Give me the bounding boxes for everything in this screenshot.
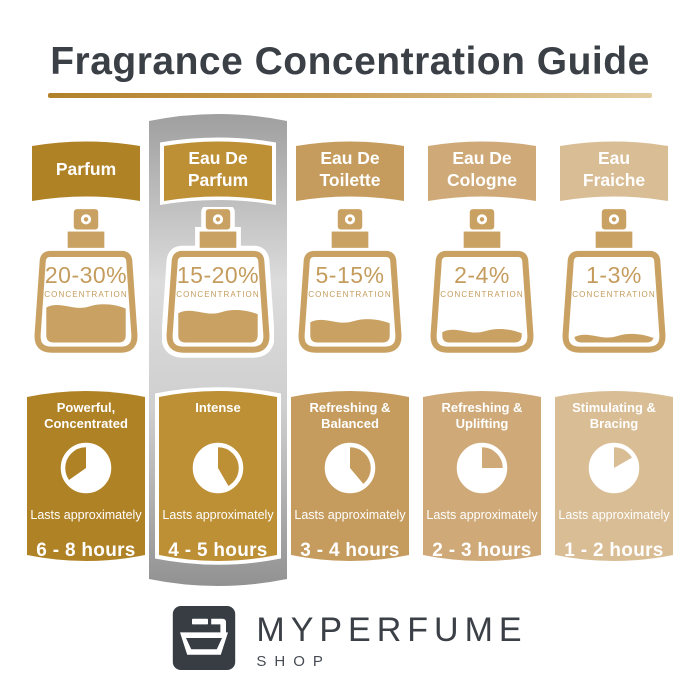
card-duration: 6 - 8 hours [36,540,136,561]
column-eau-de-cologne: Eau De Cologne 2-4% CONCENTRATION Refres… [419,111,545,589]
card-character: Powerful, Concentrated [44,400,128,431]
card-character: Refreshing & Uplifting [441,400,523,431]
column-eau-de-toilette: Eau De Toilette 5-15% CONCENTRATION Refr… [287,111,413,589]
column-label: Eau De Cologne [447,148,517,190]
column-label-banner: Eau De Toilette [296,139,404,201]
perfume-bottle-icon: 2-4% CONCENTRATION [426,207,538,362]
perfume-bottle-icon: 20-30% CONCENTRATION [30,207,142,362]
column-label-banner: Eau De Cologne [428,139,536,201]
info-card-border: Intense Lasts approximately 4 - 5 hours [155,384,281,568]
card-lasts-label: Lasts approximately [294,508,406,522]
info-card: Refreshing & Balanced Lasts approximatel… [291,388,409,564]
info-card: Refreshing & Uplifting Lasts approximate… [423,388,541,564]
card-duration: 4 - 5 hours [168,540,268,561]
card-duration: 1 - 2 hours [564,540,664,561]
clock-pie-icon [454,440,510,496]
info-card: Intense Lasts approximately 4 - 5 hours [159,388,277,564]
clock-pie-icon [190,440,246,496]
card-lasts-label: Lasts approximately [162,508,274,522]
perfume-bottle-logo-icon [172,605,236,676]
column-eau-fraiche: Eau Fraiche 1-3% CONCENTRATION Stimulati… [551,111,677,589]
fragrance-columns: Parfum 20-30% CONCENTRATION Powerful, Co… [23,111,677,589]
card-lasts-label: Lasts approximately [426,508,538,522]
brand-subtitle: SHOP [256,652,331,670]
perfume-bottle-icon: 5-15% CONCENTRATION [294,207,406,362]
column-label-banner-border: Eau De Parfum [160,135,276,205]
clock-pie-icon [58,440,114,496]
card-lasts-label: Lasts approximately [30,508,142,522]
card-duration: 3 - 4 hours [300,540,400,561]
column-label-banner: Parfum [32,139,140,201]
card-duration: 2 - 3 hours [432,540,532,561]
column-label-banner: Eau De Parfum [164,139,272,201]
card-character: Stimulating & Bracing [572,400,656,431]
page-title: Fragrance Concentration Guide [50,40,650,83]
perfume-bottle-icon: 1-3% CONCENTRATION [558,207,670,362]
clock-pie-icon [322,440,378,496]
card-character: Intense [195,400,241,415]
title-underline [48,93,652,98]
perfume-bottle-icon: 15-20% CONCENTRATION [161,204,275,362]
info-card: Stimulating & Bracing Lasts approximatel… [555,388,673,564]
column-label: Eau De Toilette [319,148,381,190]
column-label: Eau Fraiche [582,148,646,190]
brand-footer: MYPERFUME SHOP [0,605,700,676]
column-parfum: Parfum 20-30% CONCENTRATION Powerful, Co… [23,111,149,589]
card-lasts-label: Lasts approximately [558,508,670,522]
card-character: Refreshing & Balanced [309,400,391,431]
brand-text: MYPERFUME SHOP [256,613,527,669]
column-label-banner: Eau Fraiche [560,139,668,201]
clock-pie-icon [586,440,642,496]
info-card: Powerful, Concentrated Lasts approximate… [27,388,145,564]
brand-name: MYPERFUME [256,610,528,649]
column-eau-de-parfum: Eau De Parfum 15-20% CONCENTRATION Inten… [155,111,281,589]
column-label: Parfum [55,159,117,180]
column-label: Eau De Parfum [187,148,249,190]
